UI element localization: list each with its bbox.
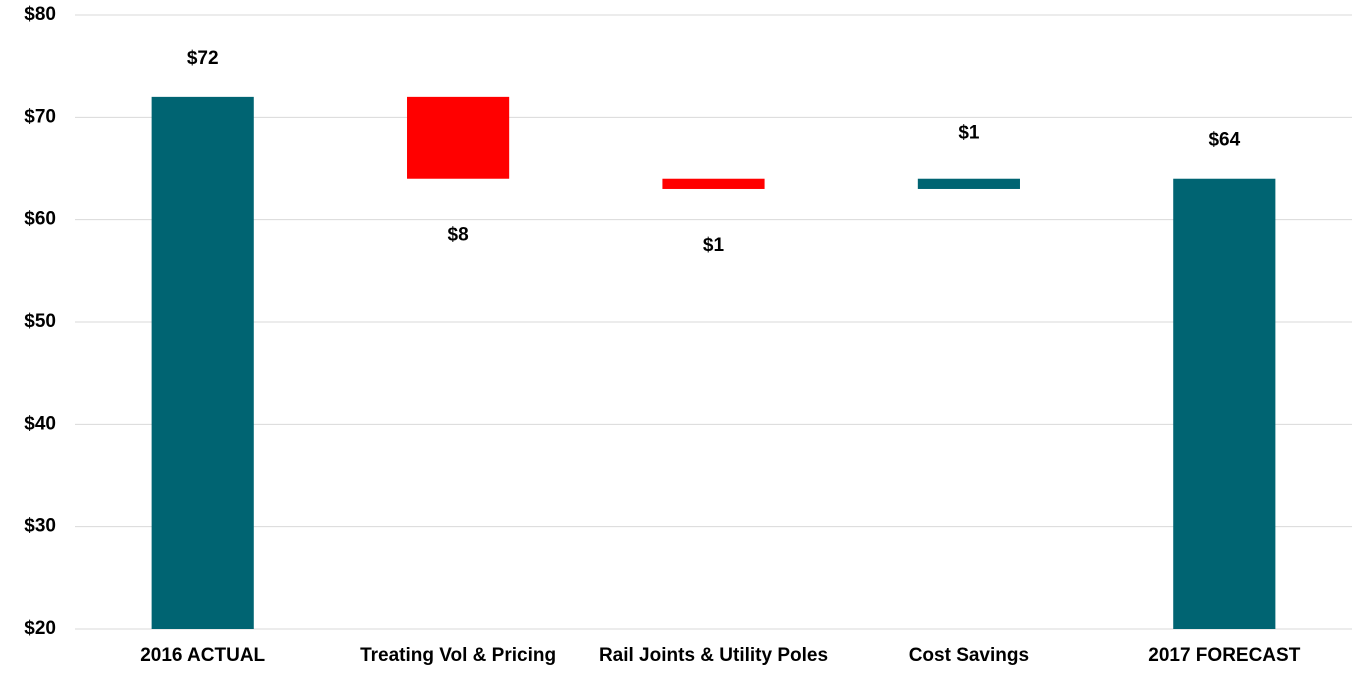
bar: [662, 178, 765, 189]
bar: [1173, 178, 1276, 629]
x-tick-label: Rail Joints & Utility Poles: [598, 645, 829, 666]
y-tick-label: $70: [24, 106, 56, 127]
y-tick-label: $50: [24, 311, 56, 332]
data-label: $64: [1208, 130, 1240, 151]
data-label: $1: [958, 123, 980, 144]
data-label: $1: [703, 235, 725, 256]
bar: [151, 96, 254, 629]
data-label: $72: [187, 48, 219, 69]
x-tick-label: 2017 FORECAST: [1148, 645, 1301, 666]
x-tick-label: Cost Savings: [908, 645, 1030, 666]
bar: [917, 178, 1020, 189]
bar: [407, 96, 510, 179]
y-tick-label: $80: [24, 4, 56, 25]
data-label: $8: [448, 225, 469, 246]
y-tick-label: $30: [24, 516, 56, 537]
y-tick-label: $20: [24, 618, 56, 639]
x-tick-label: Treating Vol & Pricing: [360, 645, 557, 666]
y-tick-label: $40: [24, 413, 56, 434]
y-tick-label: $60: [24, 209, 56, 230]
x-tick-label: 2016 ACTUAL: [140, 645, 266, 666]
